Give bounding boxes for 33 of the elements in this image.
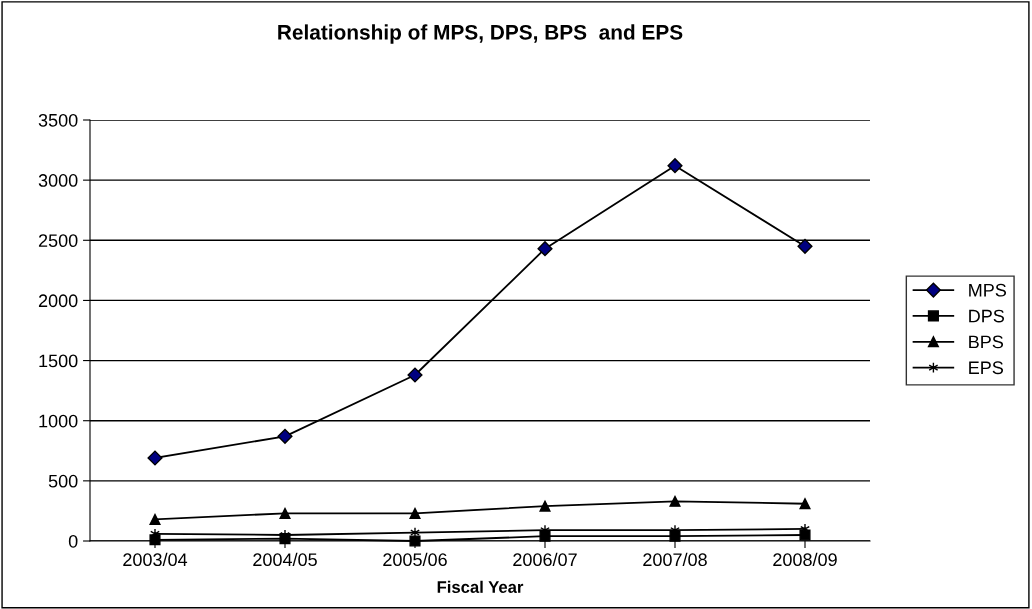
x-tick-label: 2005/06 [383, 552, 447, 567]
point [539, 500, 551, 512]
point [409, 507, 421, 519]
y-tick-label: 2500 [38, 234, 78, 248]
point [409, 535, 421, 547]
legend-label: BPS [969, 335, 1004, 349]
y-tick-label: 2000 [38, 294, 78, 308]
y-tick-label: 3500 [38, 113, 78, 127]
x-tick-label: 2008/09 [773, 552, 837, 567]
point [799, 498, 811, 510]
y-tick-label: 500 [48, 474, 78, 488]
point [797, 238, 813, 254]
legend-label: EPS [969, 361, 1004, 375]
x-tick-label: 2004/05 [253, 552, 317, 567]
legend-label: DPS [969, 309, 1005, 323]
point [277, 428, 293, 444]
y-tick-label: 1500 [39, 354, 78, 368]
point [669, 495, 681, 507]
x-tick-label: 2006/07 [513, 552, 577, 567]
y-tick-label: 0 [68, 534, 78, 548]
point [667, 158, 683, 174]
legend-label: MPS [969, 283, 1007, 297]
x-axis-title: Fiscal Year [437, 580, 524, 593]
chart-title: Relationship of MPS, DPS, BPS and EPS [278, 24, 683, 44]
point [279, 507, 291, 519]
y-tick-label: 3000 [38, 174, 78, 187]
point [147, 450, 163, 466]
y-tick-label: 1000 [39, 414, 78, 428]
x-tick-label: 2007/08 [643, 552, 707, 567]
point [149, 513, 161, 525]
point [537, 241, 553, 257]
point [407, 367, 423, 383]
x-tick-label: 2003/04 [123, 552, 188, 567]
